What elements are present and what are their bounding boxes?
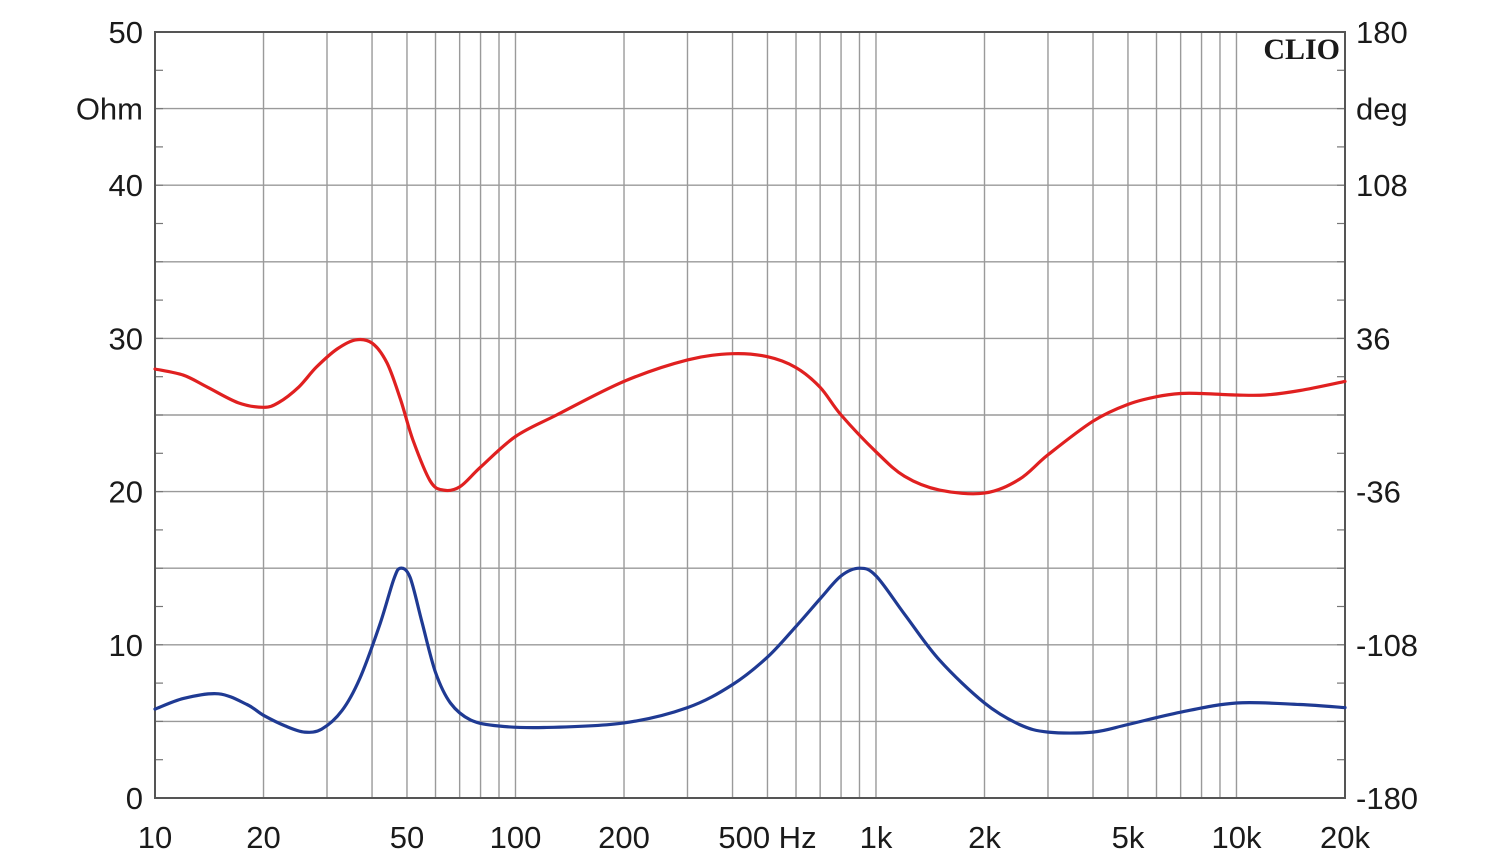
x-tick-label: 20 [246,820,280,855]
x-tick-label: 50 [390,820,424,855]
y-left-tick-label: 10 [109,628,143,663]
clio-brand: CLIO [1263,33,1340,66]
y-right-tick-label: -108 [1356,628,1418,663]
y-right-tick-label: 108 [1356,168,1408,203]
y-left-tick-label: 0 [126,781,143,816]
plot-frame [154,31,1346,799]
x-tick-label: 100 [490,820,542,855]
y-right-tick-label: -180 [1356,781,1418,816]
tick-labels: 10 20 50 100 200 500 Hz 1k 2k 5k 10k 20k 0 10 20 30 40 5… [76,15,1418,855]
y-left-tick-label: 50 [109,15,143,50]
y-left-tick-label: 40 [109,168,143,203]
x-tick-label: 5k [1112,820,1145,855]
impedance-series-line [153,566,1347,735]
x-tick-label: 20k [1320,820,1370,855]
x-tick-label: 200 [598,820,650,855]
phase-series-line [153,337,1347,496]
x-tick-label: 10 [138,820,172,855]
y-right-tick-label: 36 [1356,321,1390,356]
x-tick-label: 1k [860,820,893,855]
x-tick-label: 2k [968,820,1001,855]
y-left-unit-label: Ohm [76,92,143,127]
grid [155,32,1345,798]
series-layer [153,337,1347,735]
y-left-tick-label: 30 [109,321,143,356]
y-right-tick-label: -36 [1356,475,1401,510]
x-tick-label: 10k [1211,820,1261,855]
y-right-tick-label: 180 [1356,15,1408,50]
x-tick-label: 500 Hz [718,820,816,855]
y-left-tick-label: 20 [109,475,143,510]
y-right-unit-label: deg [1356,92,1408,127]
